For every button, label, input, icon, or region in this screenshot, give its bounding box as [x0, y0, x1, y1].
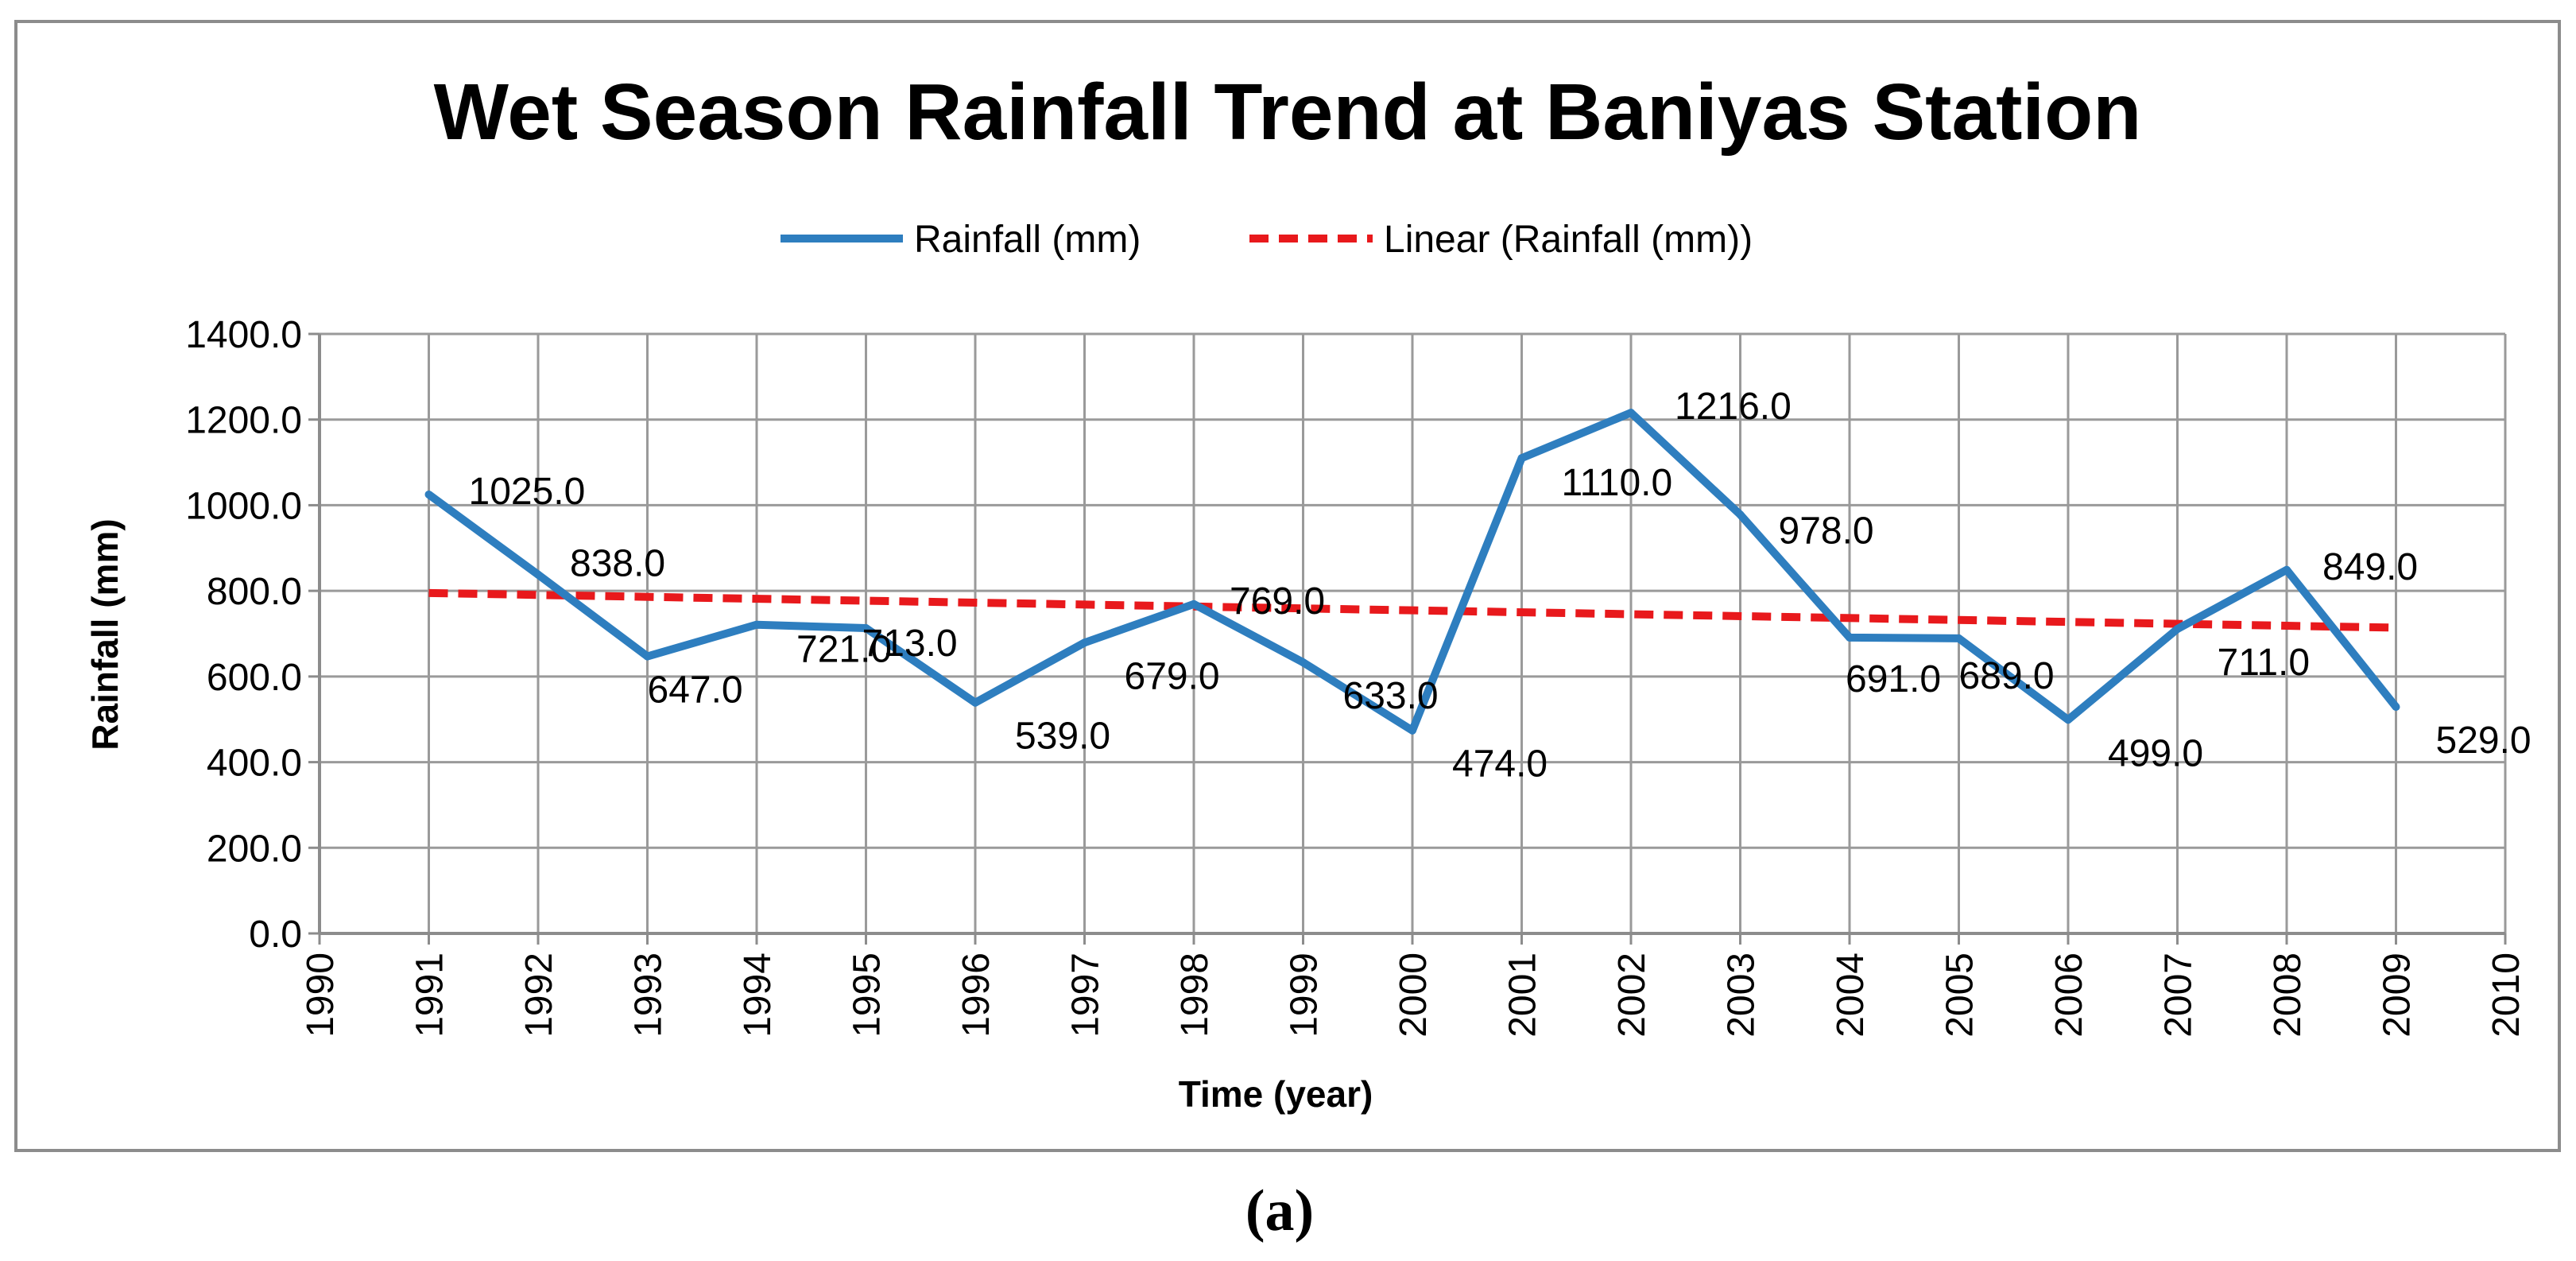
x-tick-label: 2010 — [2485, 953, 2528, 1038]
tick-labels: 1990 1991 1992 1993 1994 1995 1996 1997 1998 1999… — [185, 314, 2528, 1038]
data-label: 499.0 — [2108, 732, 2203, 774]
rainfall-point[interactable] — [1299, 658, 1307, 667]
legend-item-linear[interactable]: Linear (Rainfall (mm)) — [1249, 219, 1753, 261]
x-tick-label: 2004 — [1830, 953, 1872, 1038]
rainfall-point[interactable] — [1736, 510, 1745, 519]
chart-frame — [14, 20, 2561, 1152]
rainfall-point[interactable] — [643, 652, 652, 661]
rainfall-point[interactable] — [1627, 409, 1635, 417]
rainfall-point[interactable] — [2392, 703, 2400, 712]
y-tick-label: 1400.0 — [185, 314, 302, 356]
x-tick-label: 2007 — [2158, 953, 2200, 1038]
figure-caption: (a) — [1245, 1178, 1314, 1244]
rainfall-point[interactable] — [1408, 726, 1416, 735]
data-label: 838.0 — [570, 543, 665, 585]
legend-item-rainfall[interactable]: Rainfall (mm) — [781, 219, 1141, 261]
x-tick-label: 2009 — [2377, 953, 2419, 1038]
x-tick-label: 1992 — [518, 953, 560, 1038]
axes — [308, 332, 2507, 945]
x-tick-label: 2006 — [2048, 953, 2090, 1038]
x-tick-label: 1996 — [955, 953, 997, 1038]
trendline — [428, 588, 2396, 632]
x-tick-label: 2003 — [1721, 953, 1763, 1038]
y-tick-label: 1000.0 — [185, 485, 302, 527]
rainfall-point[interactable] — [1080, 638, 1089, 647]
y-tick-label: 600.0 — [207, 657, 302, 699]
x-tick-label: 2002 — [1611, 953, 1653, 1038]
rainfall-series — [424, 409, 2400, 735]
data-label: 713.0 — [862, 623, 958, 665]
rainfall-point[interactable] — [753, 620, 761, 629]
data-label: 689.0 — [1959, 655, 2055, 697]
x-tick-label: 1999 — [1284, 953, 1326, 1038]
x-tick-label: 1995 — [846, 953, 889, 1038]
data-label: 721.0 — [796, 629, 892, 671]
data-label: 849.0 — [2322, 546, 2418, 588]
x-tick-label: 1997 — [1065, 953, 1107, 1038]
data-label: 711.0 — [2218, 642, 2311, 684]
x-tick-label: 1993 — [628, 953, 670, 1038]
trendline-line — [428, 588, 2396, 632]
rainfall-point[interactable] — [534, 570, 542, 579]
data-label: 474.0 — [1452, 743, 1548, 786]
data-label: 1110.0 — [1562, 462, 1673, 504]
rainfall-point[interactable] — [424, 490, 433, 499]
data-label: 633.0 — [1343, 675, 1439, 717]
legend-rainfall-label: Rainfall (mm) — [914, 219, 1141, 261]
data-label: 691.0 — [1846, 658, 1941, 700]
x-tick-label: 2008 — [2267, 953, 2309, 1038]
x-tick-label: 2005 — [1939, 953, 1981, 1038]
data-label: 769.0 — [1230, 580, 1325, 623]
rainfall-point[interactable] — [862, 623, 870, 632]
rainfall-point[interactable] — [2283, 565, 2291, 574]
x-tick-label: 1990 — [300, 953, 342, 1038]
legend-linear-label: Linear (Rainfall (mm)) — [1384, 219, 1753, 261]
rainfall-point[interactable] — [971, 698, 979, 707]
data-label: 647.0 — [648, 669, 743, 712]
y-tick-label: 0.0 — [249, 914, 302, 956]
rainfall-point[interactable] — [1954, 634, 1963, 642]
data-label: 539.0 — [1015, 716, 1110, 758]
data-label: 978.0 — [1779, 510, 1874, 552]
x-tick-label: 1991 — [409, 953, 451, 1038]
data-label: 1216.0 — [1675, 386, 1792, 428]
rainfall-point[interactable] — [2064, 716, 2072, 724]
legend: Rainfall (mm) Linear (Rainfall (mm)) — [781, 219, 1753, 261]
y-tick-label: 400.0 — [207, 743, 302, 785]
y-tick-label: 800.0 — [207, 571, 302, 613]
x-tick-label: 2001 — [1502, 953, 1544, 1038]
data-label: 1025.0 — [469, 471, 586, 513]
rainfall-point[interactable] — [1190, 599, 1198, 608]
y-tick-label: 200.0 — [207, 828, 302, 870]
rainfall-point[interactable] — [2173, 625, 2182, 634]
y-tick-label: 1200.0 — [185, 400, 302, 442]
x-tick-label: 1998 — [1174, 953, 1216, 1038]
y-axis-title: Rainfall (mm) — [84, 518, 126, 750]
x-tick-label: 2000 — [1393, 953, 1435, 1038]
x-axis-title: Time (year) — [1179, 1073, 1373, 1115]
data-label: 679.0 — [1125, 655, 1220, 697]
data-label: 529.0 — [2436, 720, 2531, 762]
chart-title: Wet Season Rainfall Trend at Baniyas Sta… — [434, 68, 2142, 157]
x-tick-label: 1994 — [737, 953, 779, 1038]
rainfall-point[interactable] — [1517, 454, 1526, 463]
rainfall-point[interactable] — [1846, 633, 1854, 642]
